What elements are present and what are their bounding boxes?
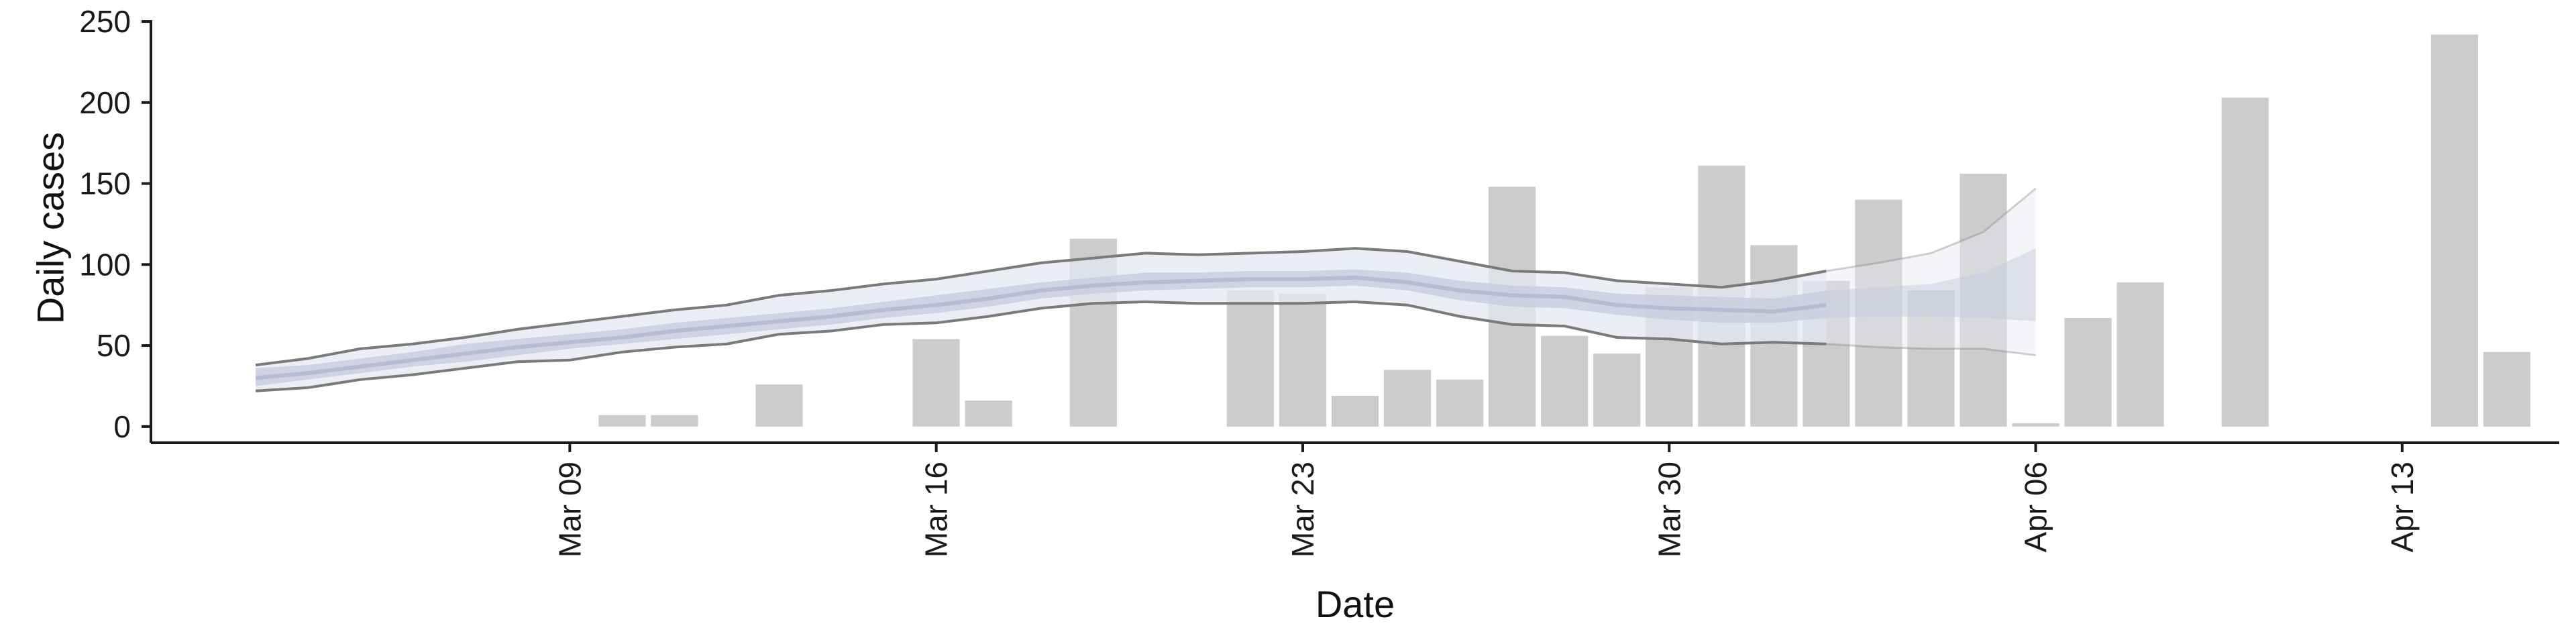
x-axis-title: Date (1316, 583, 1395, 625)
forecast-lower-bound-line (1826, 343, 2036, 357)
lower-bound-line (255, 300, 1827, 392)
bar-2020-03-11 (651, 415, 698, 427)
outer-interval-band (256, 248, 1827, 391)
x-tick-label-2020-03-16: Mar 16 (919, 462, 954, 557)
x-tick-label-2020-04-13: Apr 13 (2385, 462, 2420, 553)
x-tick-label-2020-03-09: Mar 09 (552, 462, 587, 557)
bar-2020-04-14 (2430, 34, 2478, 427)
upper-bound-line (255, 247, 1827, 367)
bar-2020-03-26 (1436, 379, 1484, 427)
bar-2020-03-17 (965, 400, 1012, 427)
bar-2020-04-06 (2012, 423, 2059, 427)
y-tick-label-200: 200 (79, 85, 131, 120)
bar-2020-03-13 (755, 384, 803, 427)
bar-2020-03-25 (1383, 370, 1432, 427)
inner-interval-band (256, 269, 1827, 386)
axes: 0 50 100 150 200 250 Mar 09 Mar 16 Mar 23 Mar 30 A… (79, 4, 2559, 557)
bar-2020-03-16 (912, 339, 960, 427)
x-tick-label-2020-04-06: Apr 06 (2019, 462, 2053, 553)
y-tick-label-0: 0 (113, 409, 131, 444)
y-tick-label-100: 100 (79, 247, 131, 282)
bar-2020-03-29 (1593, 354, 1641, 427)
bar-2020-04-10 (2221, 97, 2269, 427)
bar-2020-03-23 (1279, 293, 1326, 427)
bar-2020-03-28 (1541, 335, 1589, 427)
estimate-center-line (255, 275, 1827, 380)
bar-2020-04-07 (2064, 318, 2112, 427)
y-axis-title: Daily cases (30, 132, 72, 324)
bar-2020-03-22 (1226, 290, 1274, 427)
plot-area (255, 34, 2530, 427)
bar-2020-03-24 (1331, 396, 1379, 427)
y-tick-label-150: 150 (79, 166, 131, 201)
y-tick-label-250: 250 (79, 4, 131, 39)
y-tick-label-50: 50 (97, 328, 131, 363)
bar-2020-04-08 (2116, 282, 2164, 427)
bar-2020-03-10 (598, 415, 646, 427)
x-tick-label-2020-03-23: Mar 23 (1285, 462, 1320, 557)
forecast-upper-bound-line (1826, 187, 2037, 272)
bar-2020-04-15 (2483, 352, 2530, 427)
x-tick-label-2020-03-30: Mar 30 (1652, 462, 1686, 557)
forecast-inner-band (1826, 248, 2036, 321)
